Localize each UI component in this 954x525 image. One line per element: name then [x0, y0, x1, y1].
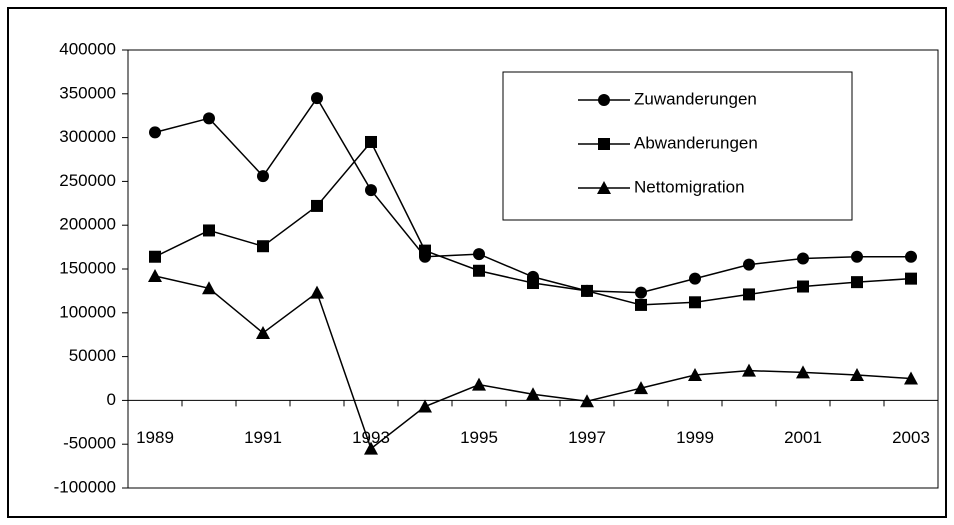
point: [256, 325, 270, 339]
point: [364, 441, 378, 455]
point: [526, 387, 540, 401]
point: [797, 252, 809, 265]
legend-label: Abwanderungen: [634, 133, 758, 152]
point: [904, 371, 918, 385]
point: [418, 399, 432, 413]
legend-marker: [598, 94, 610, 106]
point: [850, 367, 864, 381]
point: [851, 250, 863, 263]
point: [797, 280, 809, 293]
point: [688, 367, 702, 381]
point: [149, 250, 161, 263]
point: [203, 224, 215, 237]
x-tick-label: 2001: [784, 428, 822, 447]
y-tick-label: 150000: [59, 258, 116, 277]
point: [742, 363, 756, 377]
point: [743, 288, 755, 301]
point: [581, 284, 593, 297]
point: [580, 394, 594, 408]
y-tick-label: 250000: [59, 171, 116, 190]
point: [310, 285, 324, 299]
point: [365, 184, 377, 197]
point: [419, 244, 431, 257]
point: [202, 281, 216, 295]
legend-label: Zuwanderungen: [634, 89, 757, 108]
point: [257, 170, 269, 183]
point: [149, 126, 161, 139]
y-tick-label: 0: [107, 390, 116, 409]
point: [365, 135, 377, 148]
point: [257, 240, 269, 253]
y-tick-label: 50000: [69, 346, 116, 365]
point: [743, 258, 755, 271]
point: [851, 276, 863, 289]
point: [527, 277, 539, 290]
legend-box: [502, 71, 853, 221]
y-tick-label: -50000: [63, 434, 116, 453]
point: [473, 248, 485, 261]
point: [635, 298, 647, 311]
y-tick-label: 400000: [59, 39, 116, 58]
x-tick-label: 1991: [244, 428, 282, 447]
point: [203, 112, 215, 125]
point: [473, 264, 485, 277]
y-tick-label: 200000: [59, 215, 116, 234]
legend-marker: [597, 181, 611, 194]
point: [148, 269, 162, 283]
point: [689, 296, 701, 309]
point: [311, 92, 323, 105]
y-tick-label: 350000: [59, 83, 116, 102]
point: [905, 272, 917, 285]
point: [796, 365, 810, 379]
point: [634, 381, 648, 395]
point: [689, 272, 701, 285]
y-tick-label: 100000: [59, 302, 116, 321]
y-tick-label: -100000: [54, 477, 116, 496]
point: [472, 377, 486, 391]
x-tick-label: 2003: [892, 428, 930, 447]
x-tick-label: 1997: [568, 428, 606, 447]
y-tick-label: 300000: [59, 127, 116, 146]
point: [635, 286, 647, 299]
x-tick-label: 1995: [460, 428, 498, 447]
x-tick-label: 1989: [136, 428, 174, 447]
point: [311, 199, 323, 212]
x-tick-label: 1999: [676, 428, 714, 447]
legend-marker: [598, 138, 610, 150]
legend-label: Nettomigration: [634, 177, 745, 196]
point: [905, 250, 917, 263]
